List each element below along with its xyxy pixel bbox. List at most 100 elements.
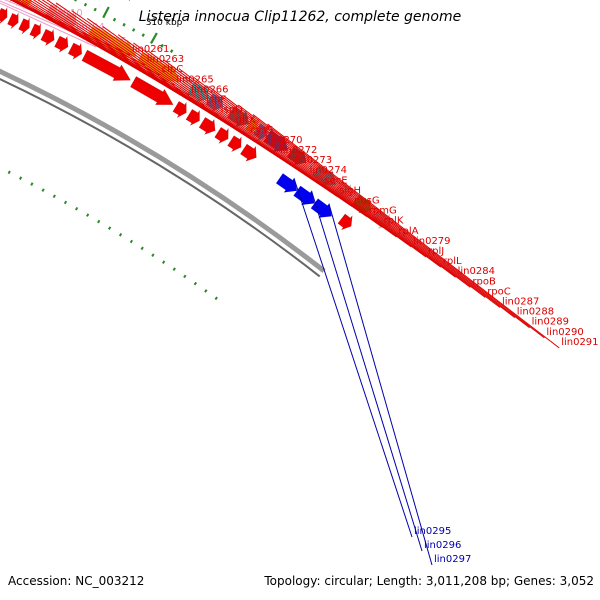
inner-tick — [63, 200, 68, 205]
scale-tick — [83, 2, 88, 7]
backbone-inner — [0, 78, 321, 278]
genome-backbone — [0, 68, 326, 278]
leader-line — [55, 2, 353, 207]
gene-label[interactable]: rpmG — [369, 206, 397, 217]
gene-label[interactable]: lin0279 — [413, 236, 450, 247]
gene-feature[interactable] — [275, 173, 298, 193]
gene-feature[interactable] — [198, 116, 216, 135]
gene-feature[interactable] — [18, 17, 30, 35]
gene-label[interactable]: linr04 — [76, 22, 105, 33]
scale-tick — [112, 17, 117, 22]
inner-tick — [52, 194, 56, 199]
gene-feature[interactable] — [7, 12, 19, 30]
scale-tick — [122, 22, 126, 27]
scale-tick — [150, 32, 158, 45]
leader-line — [102, 26, 397, 238]
inner-tick — [7, 170, 11, 175]
gene-label[interactable]: lin0288 — [517, 307, 554, 318]
gene-label[interactable]: clpC — [162, 64, 184, 75]
scale-label: 310 kbp — [146, 18, 183, 28]
gene-label[interactable]: lin0263 — [147, 54, 184, 65]
gene-label[interactable]: gltX — [236, 115, 256, 126]
inner-tick — [41, 188, 45, 192]
leader-line — [238, 104, 530, 329]
gene-feature[interactable] — [0, 7, 8, 24]
scale-tick — [93, 7, 97, 12]
inner-tick — [183, 274, 187, 279]
scale-ticks — [7, 0, 218, 301]
scale-tick — [169, 49, 174, 53]
gene-feature[interactable] — [185, 108, 200, 127]
leader-line — [0, 0, 75, 34]
gene-label[interactable]: ispF — [206, 95, 226, 106]
inner-tick — [86, 213, 90, 217]
gene-label[interactable]: lin0287 — [502, 297, 539, 308]
feature-track — [0, 0, 391, 231]
gene-feature[interactable] — [29, 23, 41, 40]
gene-feature[interactable] — [40, 28, 55, 47]
gene-label[interactable]: lin0297 — [434, 554, 471, 565]
backbone-outer — [0, 68, 326, 273]
leader-line — [163, 59, 456, 278]
gene-label[interactable]: lin0261 — [132, 44, 169, 55]
gene-label[interactable]: lin0291 — [561, 337, 598, 348]
map-title: Listeria innocua Clip11262, complete gen… — [138, 9, 462, 25]
gene-feature[interactable] — [227, 135, 242, 153]
gene-label[interactable]: rpoC — [487, 286, 511, 297]
leader-line — [208, 86, 501, 308]
gene-feature[interactable] — [337, 213, 353, 231]
leader-line — [293, 178, 413, 538]
leader-line — [0, 2, 97, 48]
gene-label[interactable]: rpoB — [472, 276, 496, 287]
inner-tick — [74, 206, 79, 211]
scale-tick — [131, 28, 136, 32]
scale-tick — [141, 33, 145, 37]
scale-label: 305 kbp — [97, 0, 134, 2]
inner-tick — [30, 182, 34, 186]
leader-line — [148, 50, 442, 268]
gene-label[interactable]: lin0295 — [414, 526, 451, 537]
gene-feature[interactable] — [67, 42, 83, 61]
inner-tick — [118, 232, 123, 237]
scale-tick — [102, 6, 110, 19]
gene-label[interactable]: lin0265 — [176, 74, 213, 85]
gene-feature[interactable] — [293, 185, 315, 206]
gene-feature[interactable] — [54, 35, 69, 54]
inner-tick — [193, 281, 198, 286]
leader-line — [252, 114, 545, 339]
gene-labels: linr10linr04linr05lin0261lin0263clpClin0… — [0, 0, 599, 566]
gene-feature[interactable] — [129, 76, 174, 106]
gene-label[interactable]: rplJ — [428, 246, 444, 257]
leader-line — [117, 34, 412, 248]
inner-tick — [97, 219, 101, 224]
gene-feature[interactable] — [310, 198, 332, 218]
gene-label[interactable]: rplL — [443, 256, 462, 267]
gene-label[interactable]: linr10 — [54, 8, 83, 19]
inner-tick — [161, 260, 166, 264]
gene-label[interactable]: lin0272 — [280, 145, 317, 156]
gene-label[interactable]: lin0290 — [546, 327, 583, 338]
inner-tick — [107, 226, 112, 230]
gene-label[interactable]: nusG — [354, 196, 380, 207]
leader-line — [193, 77, 486, 298]
gene-label[interactable]: lin0289 — [532, 317, 569, 328]
leader-line — [86, 18, 382, 228]
leader-line — [46, 0, 338, 197]
gene-label[interactable]: lin0284 — [458, 266, 495, 277]
genome-summary-text: Topology: circular; Length: 3,011,208 bp… — [264, 574, 594, 588]
scale-tick — [74, 0, 77, 2]
leader-line — [311, 191, 423, 552]
leader-line — [133, 42, 427, 258]
inner-tick — [204, 289, 208, 293]
inner-tick — [214, 296, 218, 301]
gene-feature[interactable] — [214, 126, 229, 145]
gene-feature[interactable] — [239, 143, 257, 162]
inner-tick — [129, 239, 134, 244]
gene-label[interactable]: lin0296 — [424, 540, 461, 551]
gene-feature[interactable] — [172, 100, 187, 119]
accession-text: Accession: NC_003212 — [8, 574, 145, 588]
gene-feature[interactable] — [81, 49, 132, 81]
gene-label[interactable]: rplA — [398, 226, 418, 237]
leader-line — [178, 68, 471, 288]
